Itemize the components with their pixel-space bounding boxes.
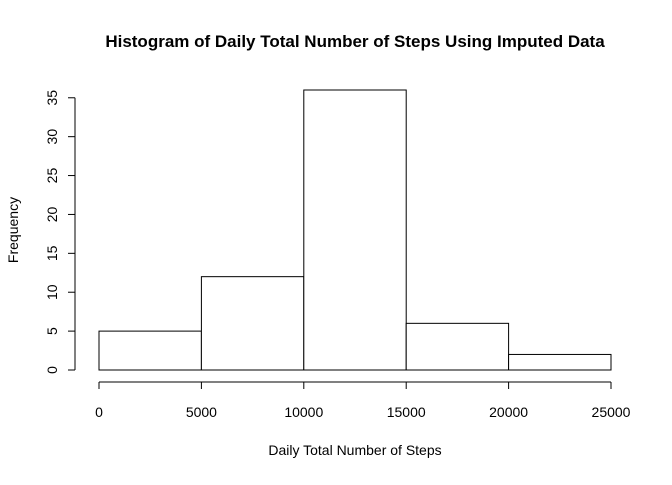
x-tick-label: 20000 <box>489 404 528 420</box>
x-axis-label: Daily Total Number of Steps <box>268 442 441 458</box>
x-tick-label: 10000 <box>284 404 323 420</box>
x-tick-label: 0 <box>95 404 103 420</box>
y-axis-label: Frequency <box>5 197 21 263</box>
x-tick-label: 15000 <box>387 404 426 420</box>
histogram-bar <box>200 276 305 371</box>
chart-title: Histogram of Daily Total Number of Steps… <box>105 32 605 51</box>
y-tick-label: 5 <box>44 327 60 335</box>
y-tick-label: 0 <box>44 366 60 374</box>
y-tick-label: 15 <box>44 245 60 261</box>
y-tick-label: 30 <box>44 129 60 145</box>
y-axis: 0 5 10 15 20 25 30 35 <box>44 90 76 374</box>
x-axis: 0 5000 10000 15000 20000 25000 <box>95 381 631 420</box>
x-tick-label: 5000 <box>186 404 217 420</box>
histogram-bar <box>303 89 407 371</box>
histogram-bar <box>405 322 510 371</box>
y-tick-label: 10 <box>44 284 60 300</box>
x-tick-label: 25000 <box>592 404 631 420</box>
y-tick-label: 25 <box>44 168 60 184</box>
y-tick-label: 35 <box>44 90 60 106</box>
bars-group <box>98 89 612 371</box>
y-tick-label: 20 <box>44 206 60 222</box>
histogram-bar <box>98 330 202 371</box>
histogram-bar <box>508 353 612 371</box>
